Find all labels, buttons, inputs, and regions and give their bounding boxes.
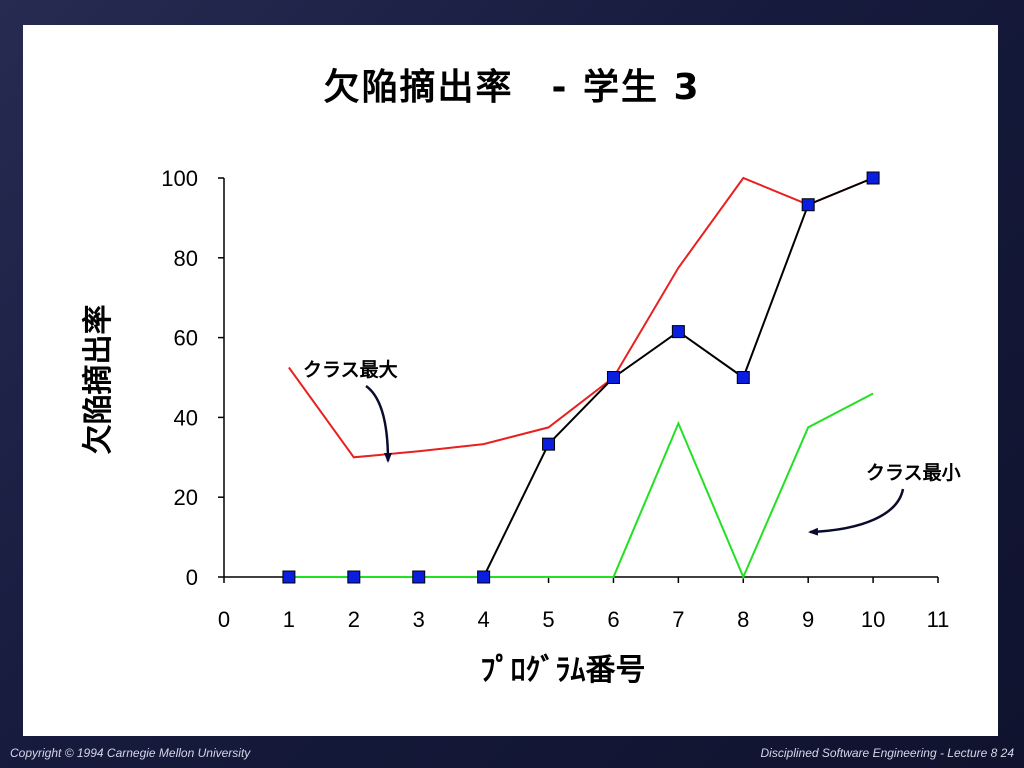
student-3-point [347, 570, 361, 584]
class-max-callout-arrow [365, 384, 392, 463]
y-tick-label: 0 [186, 565, 198, 590]
x-tick-label: 8 [737, 607, 749, 632]
class-min-callout-arrow [808, 488, 905, 536]
class-max-line [288, 176, 874, 459]
student-3-point [606, 371, 620, 384]
student-3-point [736, 371, 750, 384]
x-tick-label: 9 [802, 607, 814, 632]
class-max-callout-label: クラス最大 [303, 358, 398, 381]
y-tick-label: 40 [174, 405, 198, 430]
slide-panel [23, 25, 998, 736]
y-tick-label: 80 [174, 246, 198, 271]
class-min-line [288, 392, 874, 580]
x-tick-label: 0 [218, 607, 230, 632]
y-tick-label: 100 [161, 166, 198, 191]
student-3-point [542, 437, 556, 451]
student-3-point [477, 570, 491, 584]
x-tick-label: 7 [672, 607, 684, 632]
slide-title: 欠陥摘出率 - 学生 3 [323, 67, 701, 108]
x-tick-label: 1 [283, 607, 295, 632]
x-tick-label: 4 [478, 607, 490, 632]
y-axis-title: 欠陥摘出率 [81, 305, 116, 455]
y-tick-label: 20 [174, 485, 198, 510]
footer-lecture-info: Disciplined Software Engineering - Lectu… [760, 746, 1014, 760]
student-3-point [282, 570, 296, 584]
student-3-point [801, 198, 815, 212]
x-tick-label: 3 [413, 607, 425, 632]
x-axis-title: ﾌﾟﾛｸﾞﾗﾑ番号 [481, 653, 646, 688]
x-tick-label: 6 [607, 607, 619, 632]
student-3-point [671, 325, 685, 339]
x-tick-label: 10 [861, 607, 885, 632]
class-min-callout-label: クラス最小 [866, 462, 961, 484]
x-tick-label: 5 [542, 607, 554, 632]
footer-copyright: Copyright © 1994 Carnegie Mellon Univers… [10, 746, 251, 760]
x-tick-label: 2 [348, 607, 360, 632]
student-3-point [412, 570, 426, 584]
y-tick-label: 60 [174, 326, 198, 351]
student-3-point [866, 171, 880, 185]
x-tick-label: 11 [927, 607, 950, 632]
